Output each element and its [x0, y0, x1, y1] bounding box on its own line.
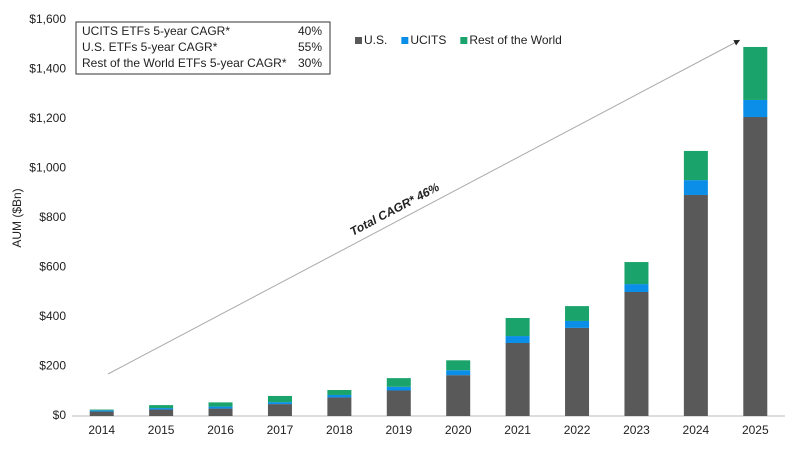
bar-segment — [446, 375, 471, 416]
x-tick-label: 2016 — [207, 423, 234, 437]
bar-segment — [505, 317, 530, 337]
bar-segment — [327, 394, 352, 398]
legend-swatch — [460, 37, 468, 44]
x-tick-label: 2025 — [742, 423, 769, 437]
legend-swatch — [355, 37, 362, 44]
bar-segment — [743, 117, 768, 417]
cagr-value: 30% — [298, 56, 322, 70]
legend-swatch — [401, 37, 409, 44]
bar-segment — [89, 409, 114, 411]
bar-segment — [386, 386, 411, 391]
cagr-label: UCITS ETFs 5-year CAGR* — [82, 24, 230, 38]
bar-segment — [267, 404, 292, 416]
bar-segment — [386, 390, 411, 416]
cagr-box — [75, 21, 331, 75]
bar-segment — [624, 262, 649, 285]
bar-segment — [267, 402, 292, 405]
bar-segment — [683, 180, 708, 195]
bar-segment — [505, 342, 530, 416]
cagr-value: 55% — [298, 40, 322, 54]
y-tick-label: $1,200 — [29, 111, 66, 125]
bar-segment — [743, 99, 768, 118]
bar-segment — [208, 406, 233, 409]
x-tick-label: 2022 — [564, 423, 591, 437]
bar-segment — [327, 390, 352, 395]
bar-segment — [565, 320, 590, 328]
bar-segment — [624, 292, 649, 416]
bar-segment — [565, 306, 590, 321]
x-tick-label: 2019 — [385, 423, 412, 437]
bar-segment — [683, 150, 708, 181]
y-tick-label: $600 — [39, 260, 66, 274]
x-tick-label: 2024 — [683, 423, 710, 437]
bar-segment — [208, 408, 233, 416]
x-tick-label: 2021 — [504, 423, 531, 437]
y-axis-label: AUM ($Bn) — [10, 188, 24, 247]
bar-segment — [683, 194, 708, 416]
legend-label: U.S. — [364, 33, 387, 47]
bar-segment — [89, 410, 114, 412]
y-tick-label: $0 — [53, 408, 67, 422]
cagr-label: U.S. ETFs 5-year CAGR* — [82, 40, 218, 54]
x-tick-label: 2018 — [326, 423, 353, 437]
trend-arrow — [107, 39, 741, 375]
bar-segment — [149, 409, 174, 416]
bar-segment — [267, 395, 292, 403]
y-tick-label: $800 — [39, 210, 66, 224]
y-tick-label: $1,400 — [29, 62, 66, 76]
legend-label: Rest of the World — [469, 33, 561, 47]
bar-segment — [743, 46, 768, 100]
x-tick-label: 2015 — [148, 423, 175, 437]
bar-segment — [327, 397, 352, 416]
bar-segment — [446, 370, 471, 376]
bar-segment — [149, 405, 174, 409]
x-tick-label: 2017 — [267, 423, 294, 437]
bar-segment — [565, 327, 590, 416]
arrow-label: Total CAGR* 46% — [348, 180, 442, 239]
bar-segment — [446, 360, 471, 371]
cagr-label: Rest of the World ETFs 5-year CAGR* — [82, 56, 287, 70]
y-tick-label: $1,600 — [29, 12, 66, 26]
bar-segment — [624, 284, 649, 293]
y-tick-label: $1,000 — [29, 161, 66, 175]
cagr-value: 40% — [298, 24, 322, 38]
legend-label: UCITS — [410, 33, 446, 47]
x-tick-label: 2023 — [623, 423, 650, 437]
bar-segment — [89, 411, 114, 416]
bar-segment — [505, 336, 530, 343]
y-tick-label: $400 — [39, 309, 66, 323]
y-tick-label: $200 — [39, 359, 66, 373]
bar-segment — [149, 408, 174, 410]
x-tick-label: 2014 — [88, 423, 115, 437]
bar-segment — [208, 402, 233, 407]
x-tick-label: 2020 — [445, 423, 472, 437]
bar-segment — [386, 378, 411, 387]
